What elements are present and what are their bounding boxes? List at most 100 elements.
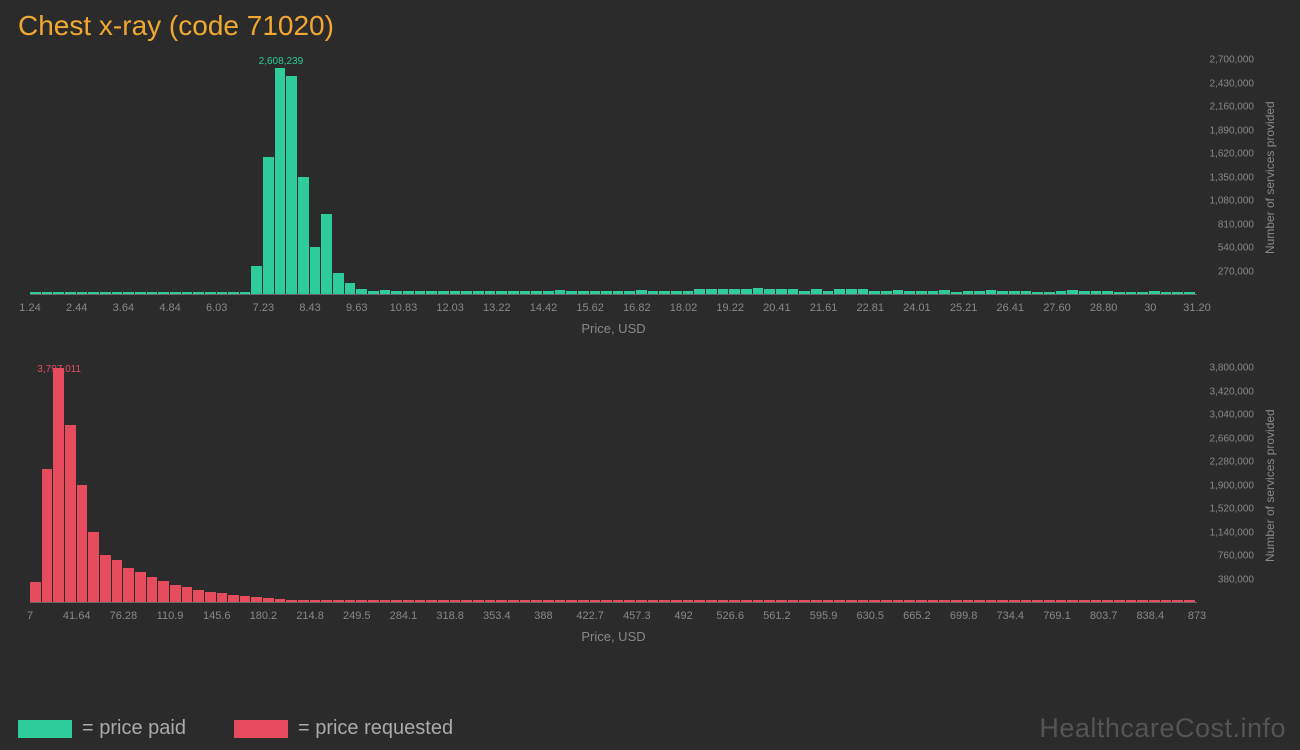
bar	[928, 600, 939, 602]
bar	[706, 289, 717, 294]
bar	[170, 585, 181, 602]
bar	[881, 291, 892, 294]
x-tick: 25.21	[950, 302, 978, 314]
bar	[147, 577, 158, 602]
bar	[799, 600, 810, 602]
bar	[823, 600, 834, 602]
bar	[566, 291, 577, 294]
bar	[415, 600, 426, 602]
y-tick: 1,900,000	[1210, 480, 1255, 491]
bar	[764, 289, 775, 294]
bar	[659, 291, 670, 294]
bar	[636, 290, 647, 294]
x-tick: 18.02	[670, 302, 698, 314]
bar	[590, 600, 601, 602]
bar	[1079, 600, 1090, 602]
bar	[1184, 600, 1195, 602]
bar	[147, 292, 158, 294]
bar	[158, 292, 169, 294]
bar	[566, 600, 577, 602]
y-tick: 2,430,000	[1210, 78, 1255, 89]
bar	[904, 600, 915, 602]
chart-paid-x-ticks: 1.242.443.644.846.037.238.439.6310.8312.…	[30, 302, 1197, 318]
legend-requested: = price requested	[234, 717, 453, 740]
y-tick: 1,350,000	[1210, 172, 1255, 183]
x-tick: 12.03	[436, 302, 464, 314]
bar	[333, 273, 344, 294]
x-tick: 388	[534, 610, 552, 622]
y-tick: 2,700,000	[1210, 55, 1255, 66]
chart-requested: 3,797,011 380,000760,0001,140,0001,520,0…	[18, 358, 1282, 648]
bar	[135, 292, 146, 294]
x-tick: 8.43	[299, 302, 320, 314]
bar	[963, 600, 974, 602]
bar	[846, 600, 857, 602]
bar	[112, 292, 123, 294]
bar	[228, 292, 239, 294]
bar	[123, 568, 134, 602]
chart-paid-x-label: Price, USD	[30, 321, 1197, 336]
bar	[904, 291, 915, 294]
chart-requested-bars	[30, 368, 1197, 602]
x-tick: 13.22	[483, 302, 511, 314]
bar	[1091, 600, 1102, 602]
bar	[496, 600, 507, 602]
bar	[543, 291, 554, 294]
bar	[590, 291, 601, 294]
bar	[391, 600, 402, 602]
chart-requested-peak-label: 3,797,011	[37, 364, 81, 375]
bar	[217, 593, 228, 602]
x-tick: 7	[27, 610, 33, 622]
x-tick: 19.22	[716, 302, 744, 314]
y-tick: 270,000	[1218, 266, 1254, 277]
bar	[438, 291, 449, 294]
x-tick: 15.62	[576, 302, 604, 314]
bar	[869, 600, 880, 602]
bar	[776, 289, 787, 294]
bar	[939, 290, 950, 294]
y-tick: 2,280,000	[1210, 457, 1255, 468]
bar	[1137, 292, 1148, 294]
bar	[88, 292, 99, 294]
bar	[753, 600, 764, 602]
bar	[438, 600, 449, 602]
bar	[1079, 291, 1090, 294]
bar	[729, 600, 740, 602]
bar	[193, 590, 204, 602]
bar	[321, 214, 332, 294]
bar	[53, 368, 64, 602]
bar	[461, 291, 472, 294]
legend-requested-label: = price requested	[298, 717, 453, 740]
y-tick: 1,080,000	[1210, 196, 1255, 207]
bar	[613, 291, 624, 294]
x-tick: 838.4	[1137, 610, 1165, 622]
bar	[1149, 600, 1160, 602]
bar	[333, 600, 344, 602]
bar	[543, 600, 554, 602]
x-tick: 2.44	[66, 302, 87, 314]
x-tick: 1.24	[19, 302, 40, 314]
legend-requested-swatch	[234, 720, 288, 738]
bar	[624, 600, 635, 602]
x-tick: 30	[1144, 302, 1156, 314]
bar	[683, 600, 694, 602]
bar	[1114, 292, 1125, 294]
bar	[403, 291, 414, 294]
chart-paid: 2,608,239 270,000540,000810,0001,080,000…	[18, 50, 1282, 340]
bar	[648, 600, 659, 602]
page-title: Chest x-ray (code 71020)	[0, 0, 1300, 50]
bar	[601, 291, 612, 294]
bar	[1044, 292, 1055, 294]
bar	[356, 600, 367, 602]
watermark: HealthcareCost.info	[1039, 713, 1286, 744]
y-tick: 3,420,000	[1210, 386, 1255, 397]
legend-paid-label: = price paid	[82, 717, 186, 740]
bar	[1067, 290, 1078, 294]
x-tick: 27.60	[1043, 302, 1071, 314]
bar	[636, 600, 647, 602]
bar	[1126, 600, 1137, 602]
x-tick: 7.23	[253, 302, 274, 314]
bar	[298, 177, 309, 294]
bar	[228, 595, 239, 602]
chart-paid-peak-label: 2,608,239	[259, 56, 304, 67]
